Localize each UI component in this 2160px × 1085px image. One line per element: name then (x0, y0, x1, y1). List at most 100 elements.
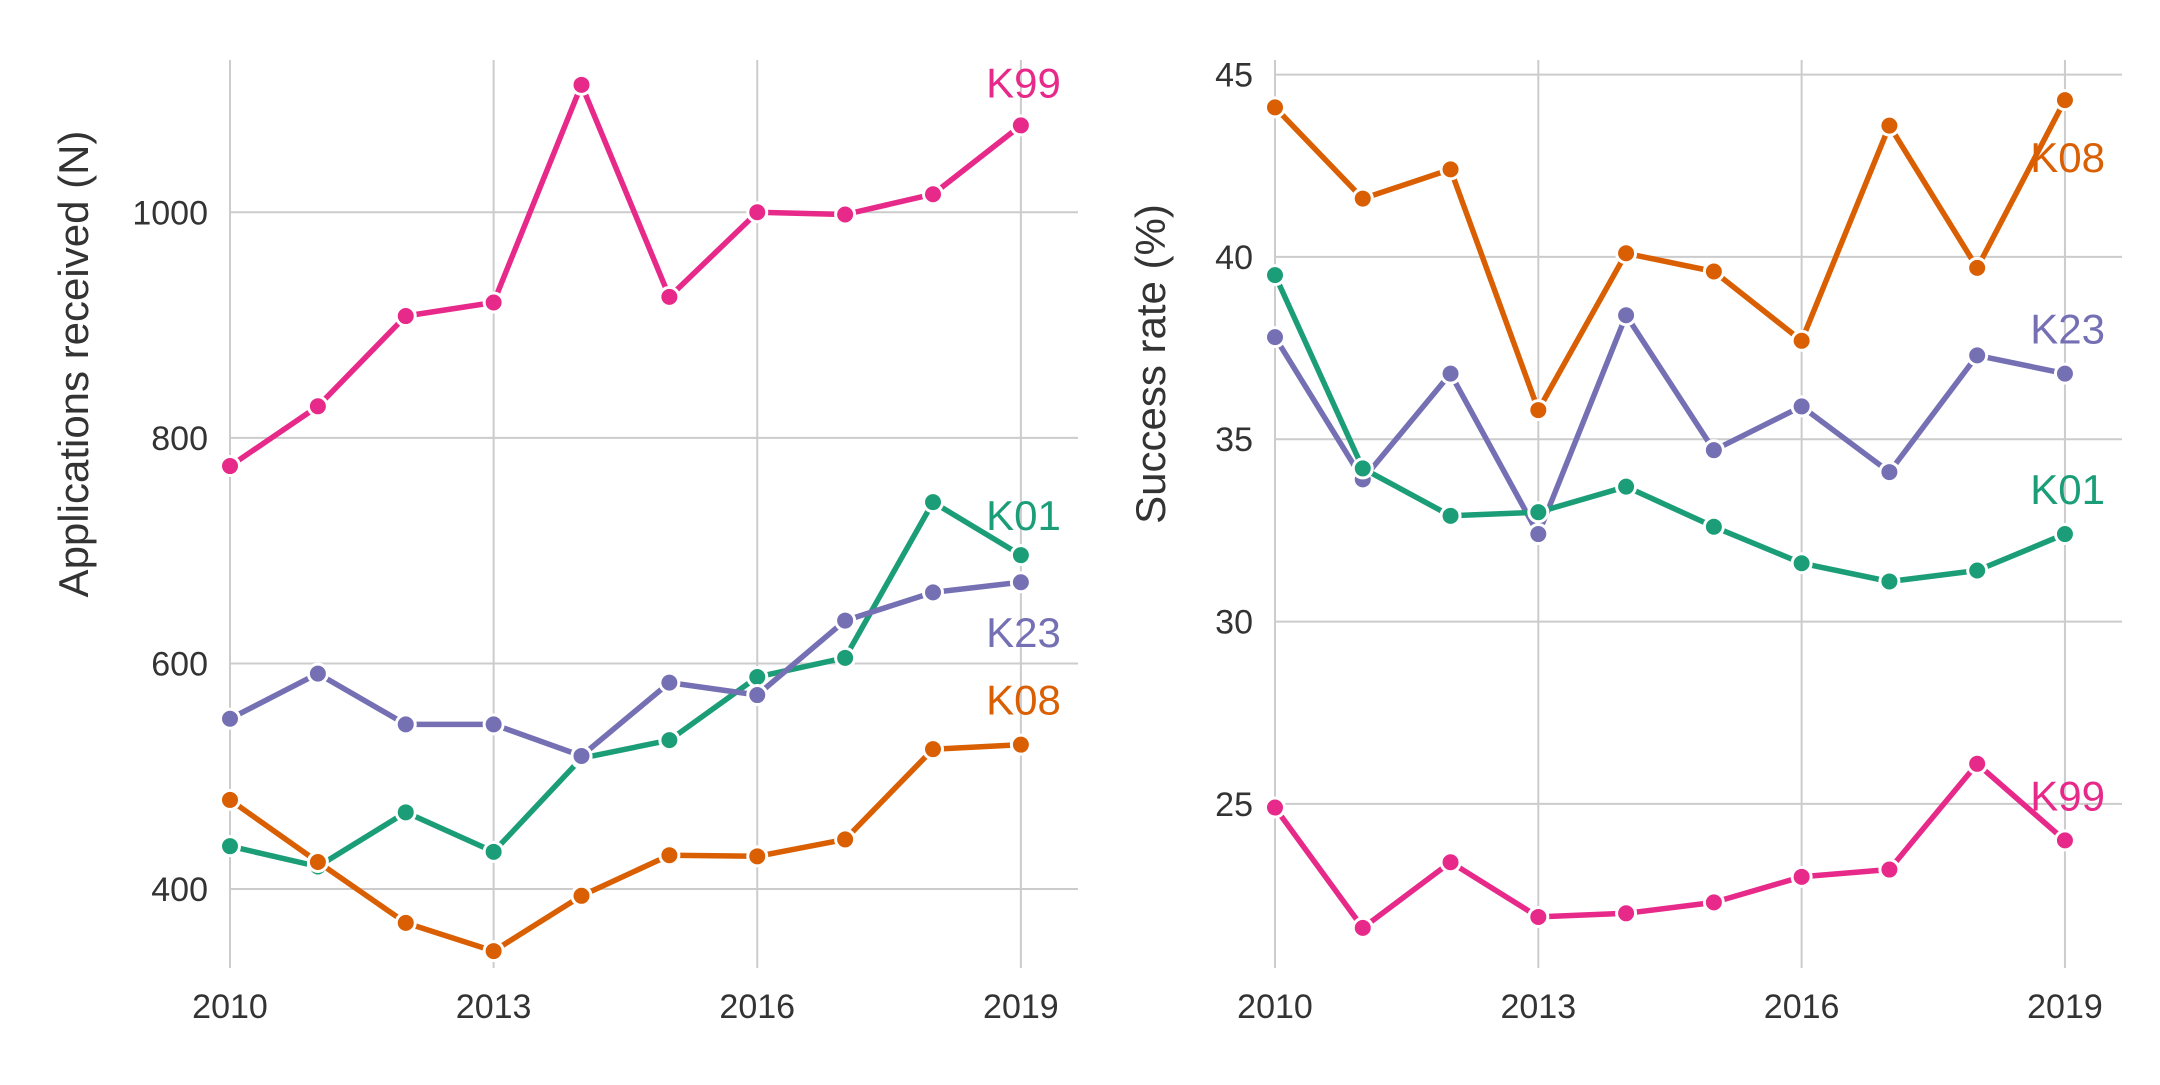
data-point (1439, 158, 1462, 181)
data-point (1966, 344, 1989, 367)
series-line (227, 741, 1024, 954)
x-tick-label: 2013 (456, 988, 532, 1026)
x-tick-label: 2019 (983, 988, 1059, 1026)
y-tick-label: 1000 (132, 194, 208, 232)
y-tick-label: 400 (151, 871, 208, 909)
data-point (219, 835, 241, 858)
data-point (1878, 570, 1901, 593)
series-K23: K23 (219, 571, 1061, 767)
series-label: K23 (2030, 306, 2105, 353)
series-K08: K08 (1264, 89, 2105, 422)
data-point (219, 707, 241, 730)
data-point (1966, 752, 1989, 775)
data-point (1966, 559, 1989, 582)
x-tick-label: 2013 (1500, 988, 1576, 1026)
series-line (227, 579, 1024, 759)
data-point (1702, 891, 1725, 914)
series-K23: K23 (1264, 304, 2105, 546)
data-point (746, 845, 769, 868)
x-tick-label: 2010 (1237, 988, 1313, 1026)
data-point (922, 183, 945, 206)
x-tick-label: 2010 (192, 988, 268, 1026)
data-point (834, 828, 857, 851)
y-tick-label: 25 (1215, 786, 1253, 824)
data-point (1790, 395, 1813, 418)
data-point (658, 671, 681, 694)
series-line (1272, 272, 2068, 585)
data-point (2053, 89, 2076, 112)
data-point (922, 581, 945, 604)
data-point (1878, 461, 1901, 484)
series-label: K99 (986, 59, 1061, 106)
series-label: K01 (2030, 466, 2105, 513)
data-point (746, 201, 769, 224)
data-point (1966, 256, 1989, 279)
x-tick-label: 2016 (1764, 988, 1840, 1026)
series-K08: K08 (219, 677, 1061, 963)
y-tick-label: 800 (151, 420, 208, 458)
data-point (482, 940, 505, 963)
y-tick-label: 600 (151, 645, 208, 683)
data-point (394, 305, 417, 328)
data-point (1351, 187, 1374, 210)
data-point (1264, 796, 1286, 819)
series-line (1272, 761, 2068, 931)
data-point (922, 738, 945, 761)
y-tick-label: 45 (1215, 57, 1253, 95)
series-K01: K01 (1264, 264, 2105, 593)
data-point (1527, 501, 1550, 524)
chart-panel-1: 2010 2013 2016 2019 400 600 800 1000 Application… (50, 59, 1078, 1026)
data-point (1702, 260, 1725, 283)
data-point (1439, 851, 1462, 874)
data-point (570, 73, 593, 96)
data-point (1009, 571, 1032, 594)
data-point (482, 840, 505, 863)
series-label: K08 (2030, 134, 2105, 181)
series-K01: K01 (219, 491, 1061, 878)
data-point (482, 291, 505, 314)
data-point (1878, 114, 1901, 137)
data-point (1264, 326, 1286, 349)
data-point (834, 646, 857, 669)
y-axis-label: Success rate (%) (1127, 204, 1174, 524)
data-point (1615, 242, 1638, 265)
data-point (1439, 504, 1462, 527)
y-tick-label: 30 (1215, 604, 1253, 642)
x-tick-label: 2019 (2027, 988, 2103, 1026)
data-point (1790, 552, 1813, 575)
data-point (482, 713, 505, 736)
data-point (1264, 264, 1286, 287)
series-line (1272, 312, 2068, 537)
data-point (1790, 329, 1813, 352)
series-label: K99 (2030, 772, 2105, 819)
chart-panel-2: 2010 2013 2016 2019 25 30 35 40 45 Success rate (… (1127, 57, 2122, 1026)
x-tick-label: 2016 (719, 988, 795, 1026)
y-tick-label: 40 (1215, 239, 1253, 277)
data-point (306, 662, 329, 685)
series-K99: K99 (219, 59, 1061, 478)
data-point (658, 285, 681, 308)
data-point (394, 801, 417, 824)
data-point (922, 491, 945, 514)
series-line (1272, 97, 2068, 413)
data-point (1615, 902, 1638, 925)
data-point (1009, 733, 1032, 756)
data-point (1351, 457, 1374, 480)
data-point (746, 684, 769, 707)
data-point (1527, 399, 1550, 422)
data-point (2053, 829, 2076, 852)
data-point (2053, 362, 2076, 385)
data-point (1009, 114, 1032, 137)
data-point (746, 665, 769, 688)
data-point (2053, 523, 2076, 546)
data-point (570, 884, 593, 907)
data-point (570, 744, 593, 767)
data-point (1702, 515, 1725, 538)
data-point (219, 788, 241, 811)
data-point (1702, 439, 1725, 462)
data-point (1615, 475, 1638, 498)
series-label: K01 (986, 492, 1061, 539)
y-axis-label: Applications received (N) (50, 131, 97, 598)
